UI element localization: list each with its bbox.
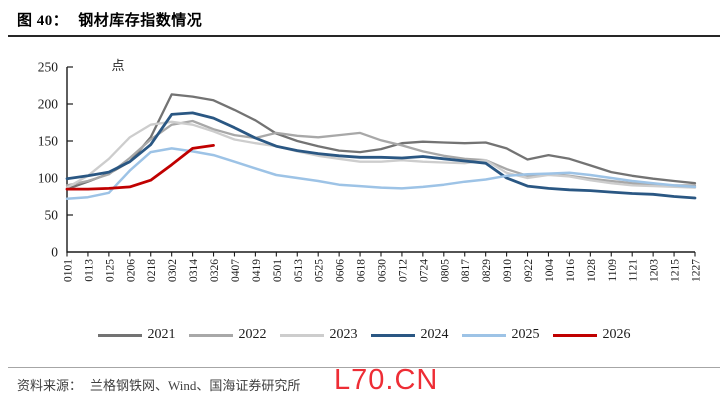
legend-label-2021: 2021 <box>147 327 176 342</box>
legend-swatch-2022 <box>188 333 233 337</box>
figure-number: 图 40： <box>17 13 69 29</box>
y-axis-tick-label: 250 <box>38 60 59 75</box>
legend-label-2024: 2024 <box>420 327 449 342</box>
legend-swatch-2025 <box>461 333 506 337</box>
x-axis-tick-label: 0419 <box>251 259 263 282</box>
watermark-text: L70.CN <box>334 364 439 396</box>
y-axis-tick-label: 150 <box>38 134 59 149</box>
legend-item-2022: 2022 <box>188 327 267 342</box>
legend-swatch-2021 <box>97 333 142 337</box>
x-axis-tick-label: 0125 <box>104 259 116 282</box>
series-line-2024 <box>65 111 697 200</box>
x-axis-tick-label: 0805 <box>439 259 451 282</box>
x-axis-tick-label: 1215 <box>670 259 682 282</box>
x-axis-tick-label: 0326 <box>209 259 221 282</box>
y-axis-tick-label: 200 <box>38 97 59 112</box>
x-axis-tick-label: 1016 <box>565 259 577 282</box>
figure-title: 钢材库存指数情况 <box>78 13 203 29</box>
legend-item-2025: 2025 <box>461 327 540 342</box>
legend-item-2024: 2024 <box>370 327 449 342</box>
legend-label-2025: 2025 <box>511 327 540 342</box>
x-axis-tick-label: 0817 <box>460 259 472 282</box>
series-line-2021 <box>65 93 697 191</box>
x-axis-tick-label: 0314 <box>188 259 200 282</box>
series-line-2026 <box>65 143 215 191</box>
x-axis-tick-label: 0218 <box>146 259 158 282</box>
source-divider <box>8 367 720 368</box>
y-axis-tick-label: 50 <box>45 208 59 223</box>
x-axis-tick-label: 1028 <box>586 259 598 282</box>
axis-lines <box>66 67 695 253</box>
series-line-2025 <box>65 147 697 200</box>
legend-swatch-2026 <box>552 333 597 337</box>
x-axis-tick-label: 0513 <box>293 259 305 282</box>
x-axis-tick-label: 1121 <box>628 259 640 282</box>
legend-item-2026: 2026 <box>552 327 631 342</box>
source-line: 资料来源： 兰格钢铁网、Wind、国海证券研究所 <box>17 375 300 394</box>
x-axis-tick-label: 1004 <box>544 259 556 282</box>
legend-item-2021: 2021 <box>97 327 176 342</box>
source-text: 兰格钢铁网、Wind、国海证券研究所 <box>90 378 301 393</box>
y-axis-tick-label: 0 <box>51 245 58 260</box>
title-divider <box>8 35 720 37</box>
x-axis-tick-label: 0606 <box>335 259 347 282</box>
x-axis-tick-label: 1203 <box>649 259 661 282</box>
x-axis-tick-label: 0630 <box>377 259 389 282</box>
y-axis-tick-label: 100 <box>38 171 59 186</box>
x-axis-tick-label: 0407 <box>230 259 242 282</box>
x-axis-tick-label: 0712 <box>397 259 409 282</box>
x-axis-tick-label: 0525 <box>314 259 326 282</box>
legend-label-2022: 2022 <box>238 327 267 342</box>
legend-item-2023: 2023 <box>279 327 358 342</box>
x-axis-tick-label: 0101 <box>63 259 75 282</box>
x-axis-tick-label: 0206 <box>125 259 137 282</box>
x-axis-tick-label: 0724 <box>418 259 430 282</box>
chart-legend: 2021 2022 2023 2024 2025 2026 <box>0 328 728 342</box>
figure-title-row: 图 40： 钢材库存指数情况 <box>17 9 202 30</box>
x-axis-tick-label: 0910 <box>502 259 514 282</box>
source-prefix: 资料来源： <box>17 378 83 393</box>
legend-label-2023: 2023 <box>329 327 358 342</box>
x-axis-tick-label: 1109 <box>607 259 619 282</box>
series-line-2022 <box>65 119 697 187</box>
x-axis-tick-label: 0302 <box>167 259 179 282</box>
legend-swatch-2023 <box>279 333 324 337</box>
x-axis-tick-label: 0922 <box>523 259 535 282</box>
series-line-2023 <box>65 120 697 189</box>
y-axis-unit-label: 点 <box>111 58 124 73</box>
x-axis-tick-label: 1227 <box>691 259 703 282</box>
x-axis-tick-label: 0113 <box>83 259 95 282</box>
legend-label-2026: 2026 <box>602 327 631 342</box>
x-axis-tick-label: 0501 <box>272 259 284 282</box>
x-axis-tick-label: 0829 <box>481 259 493 282</box>
legend-swatch-2024 <box>370 333 415 337</box>
x-axis-tick-label: 0618 <box>356 259 368 282</box>
